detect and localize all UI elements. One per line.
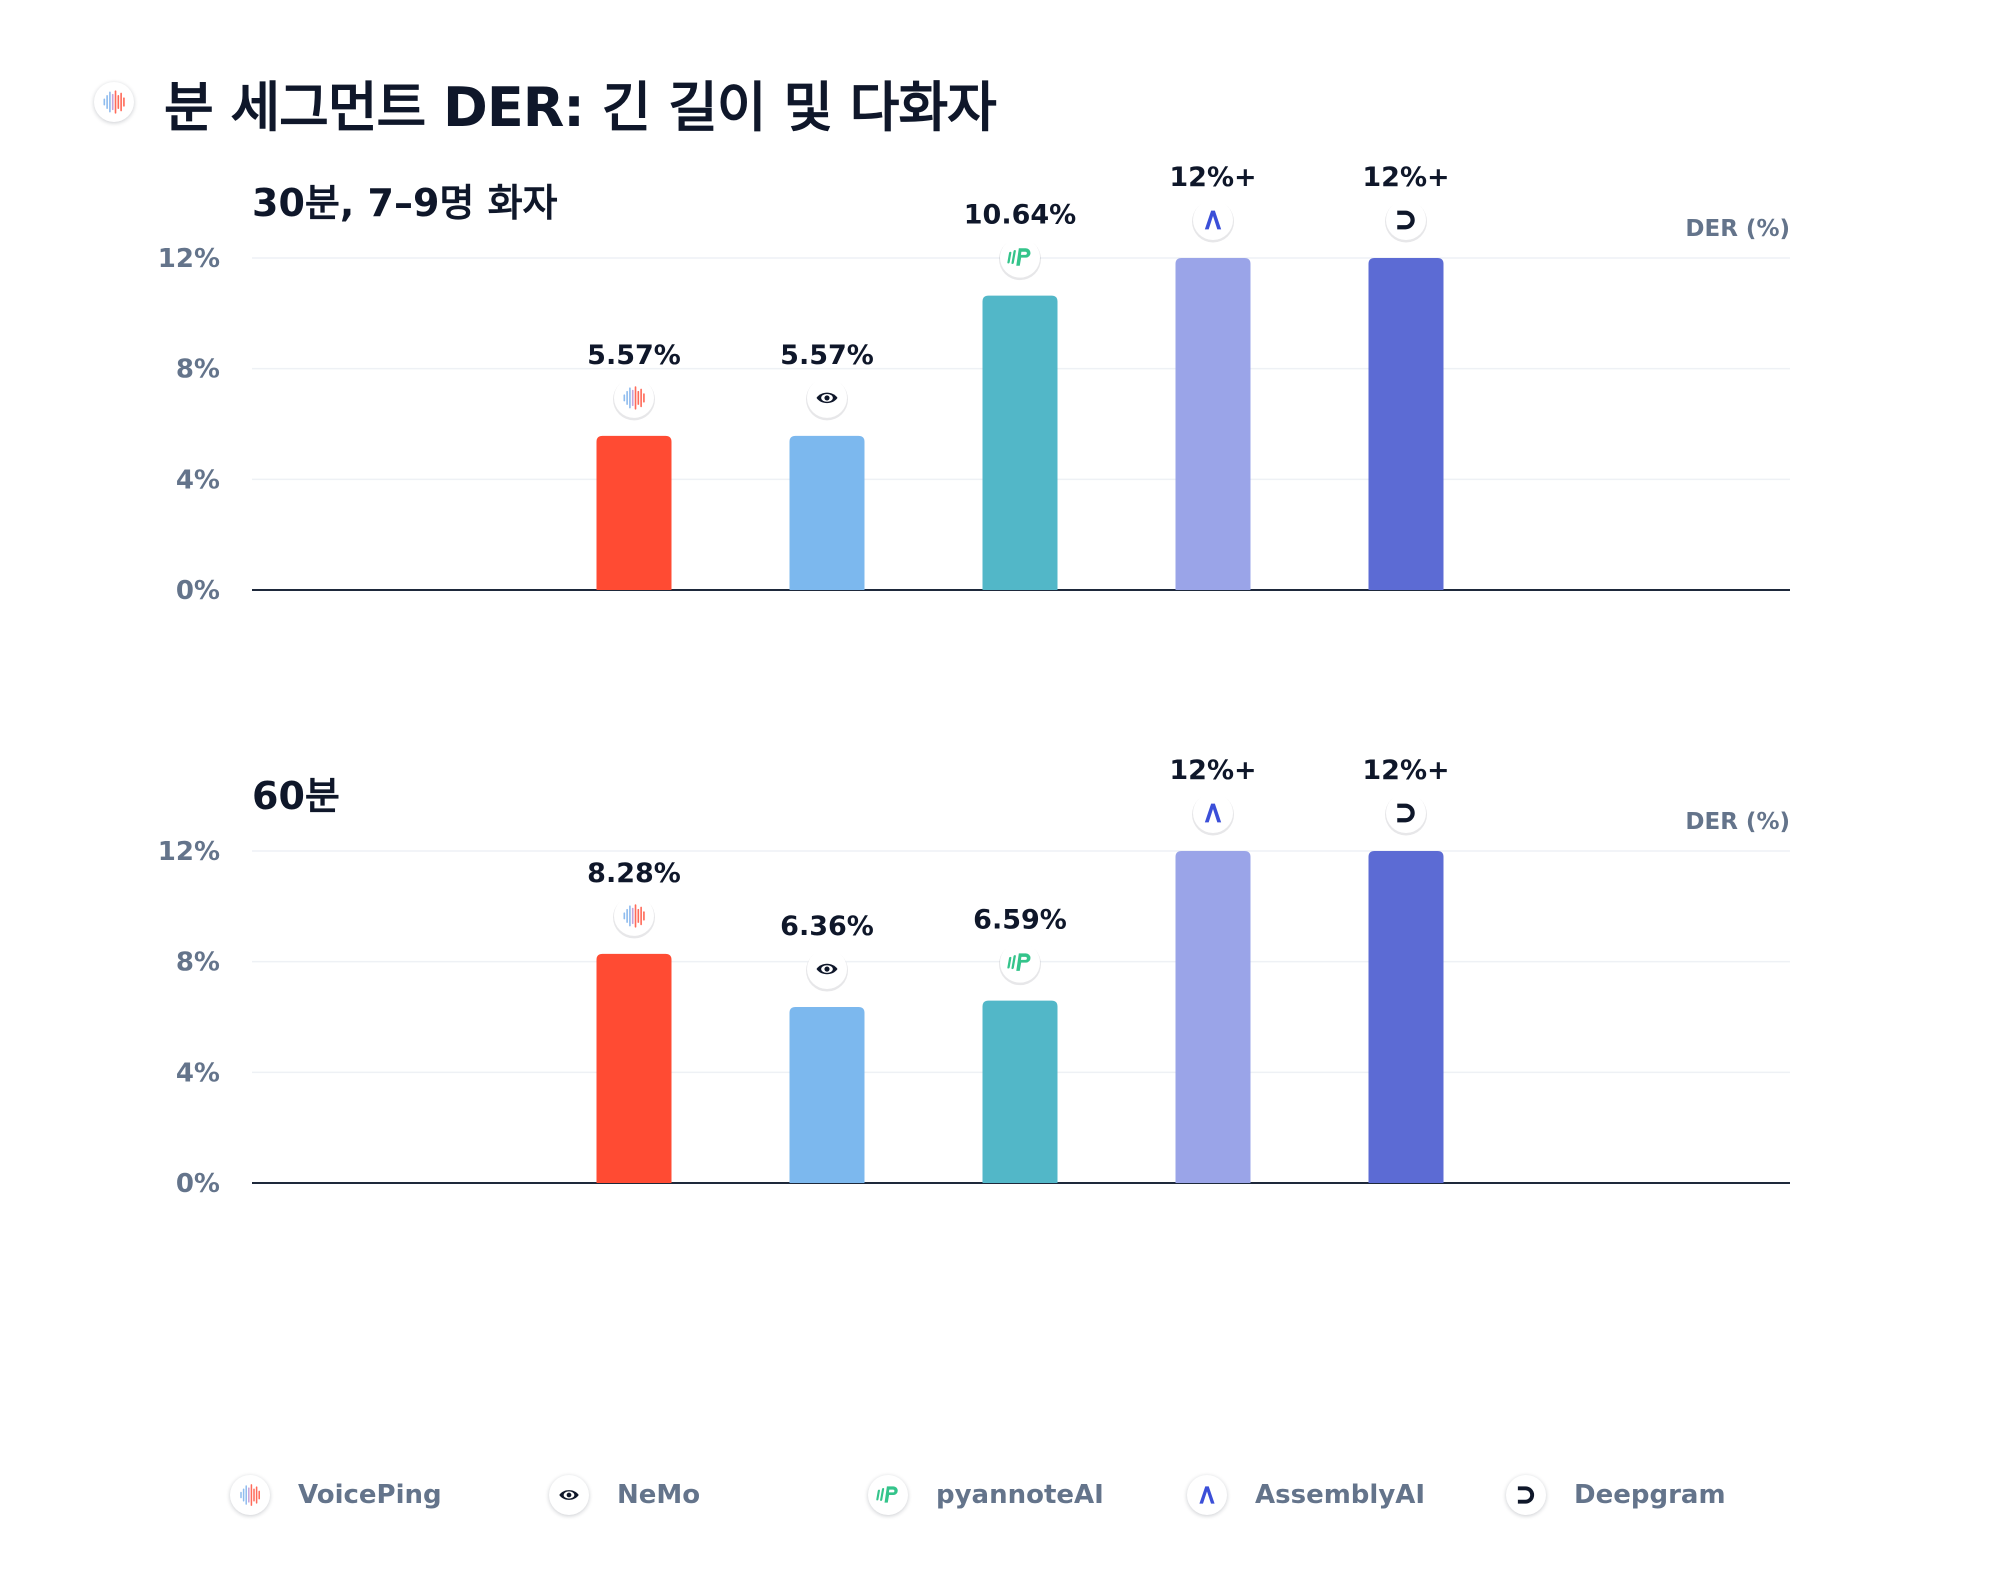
y-tick-label: 4% bbox=[176, 465, 220, 495]
assemblyai-logo-icon bbox=[1192, 793, 1234, 836]
bar-assemblyai bbox=[1175, 851, 1251, 1183]
voiceping-waveform-icon bbox=[613, 895, 655, 939]
y-tick-label: 12% bbox=[158, 837, 220, 867]
bar-voiceping bbox=[596, 953, 672, 1183]
data-label: 12%+ bbox=[1362, 755, 1449, 786]
bar-nemo bbox=[789, 435, 865, 590]
chart-1: 30분, 7–9명 화자 DER (%) 0% 4% 8% 12% 5.57% 5.57% 10… bbox=[158, 162, 1790, 606]
bar-voiceping bbox=[596, 435, 672, 590]
y-tick-label: 8% bbox=[176, 355, 220, 385]
deepgram-logo-icon bbox=[1506, 1475, 1546, 1515]
data-label: 12%+ bbox=[1169, 755, 1256, 786]
data-label: 5.57% bbox=[587, 340, 681, 371]
legend-label: pyannoteAI bbox=[936, 1480, 1104, 1510]
deepgram-logo-icon bbox=[1385, 200, 1427, 243]
bar-nemo bbox=[789, 1007, 865, 1183]
legend-label: Deepgram bbox=[1574, 1480, 1726, 1510]
voiceping-waveform-icon bbox=[613, 377, 655, 421]
legend-label: NeMo bbox=[617, 1480, 701, 1510]
data-label: 6.36% bbox=[780, 911, 874, 942]
chart-title: 60분 bbox=[252, 774, 340, 818]
deepgram-logo-icon bbox=[1385, 793, 1427, 836]
nvidia-eye-icon bbox=[549, 1475, 589, 1515]
legend: VoicePing NeMo pyannoteAI AssemblyAI Deepgra… bbox=[230, 1470, 1790, 1520]
data-label: 12%+ bbox=[1362, 162, 1449, 193]
y-axis-label: DER (%) bbox=[1685, 809, 1790, 835]
pyannote-logo-icon bbox=[999, 942, 1041, 986]
bar-pyannoteai bbox=[982, 295, 1058, 590]
bar-deepgram bbox=[1368, 851, 1444, 1183]
nvidia-eye-icon bbox=[806, 949, 848, 992]
data-label: 8.28% bbox=[587, 858, 681, 889]
y-tick-label: 0% bbox=[176, 576, 220, 606]
page-title: 분 세그먼트 DER: 긴 길이 및 다화자 bbox=[164, 75, 997, 139]
title-row: 분 세그먼트 DER: 긴 길이 및 다화자 bbox=[94, 66, 997, 139]
bar-deepgram bbox=[1368, 258, 1444, 590]
data-label: 12%+ bbox=[1169, 162, 1256, 193]
y-tick-label: 12% bbox=[158, 244, 220, 274]
legend-item-nemo: NeMo bbox=[549, 1470, 700, 1520]
voiceping-waveform-icon bbox=[94, 82, 134, 122]
bar-pyannoteai bbox=[982, 1000, 1058, 1183]
y-tick-label: 4% bbox=[176, 1058, 220, 1088]
legend-item-deepgram: Deepgram bbox=[1506, 1470, 1726, 1520]
y-tick-label: 0% bbox=[176, 1169, 220, 1199]
legend-item-pyannoteai: pyannoteAI bbox=[868, 1470, 1104, 1520]
nvidia-eye-icon bbox=[806, 377, 848, 421]
y-tick-label: 8% bbox=[176, 948, 220, 978]
legend-label: VoicePing bbox=[298, 1480, 442, 1510]
assemblyai-logo-icon bbox=[1187, 1475, 1227, 1515]
pyannote-logo-icon bbox=[999, 237, 1041, 281]
data-label: 10.64% bbox=[964, 200, 1076, 231]
voiceping-waveform-icon bbox=[230, 1475, 270, 1515]
legend-item-assemblyai: AssemblyAI bbox=[1187, 1470, 1425, 1520]
bar-assemblyai bbox=[1175, 258, 1251, 590]
data-label: 5.57% bbox=[780, 340, 874, 371]
chart-title: 30분, 7–9명 화자 bbox=[252, 181, 558, 225]
legend-label: AssemblyAI bbox=[1255, 1480, 1426, 1510]
data-label: 6.59% bbox=[973, 905, 1067, 936]
pyannote-logo-icon bbox=[868, 1475, 908, 1515]
assemblyai-logo-icon bbox=[1192, 200, 1234, 243]
y-axis-label: DER (%) bbox=[1685, 216, 1790, 242]
chart-2: 60분 DER (%) 0% 4% 8% 12% 8.28% 6.36% 6.59% 12%+ 12… bbox=[158, 755, 1790, 1199]
legend-item-voiceping: VoicePing bbox=[230, 1470, 442, 1520]
